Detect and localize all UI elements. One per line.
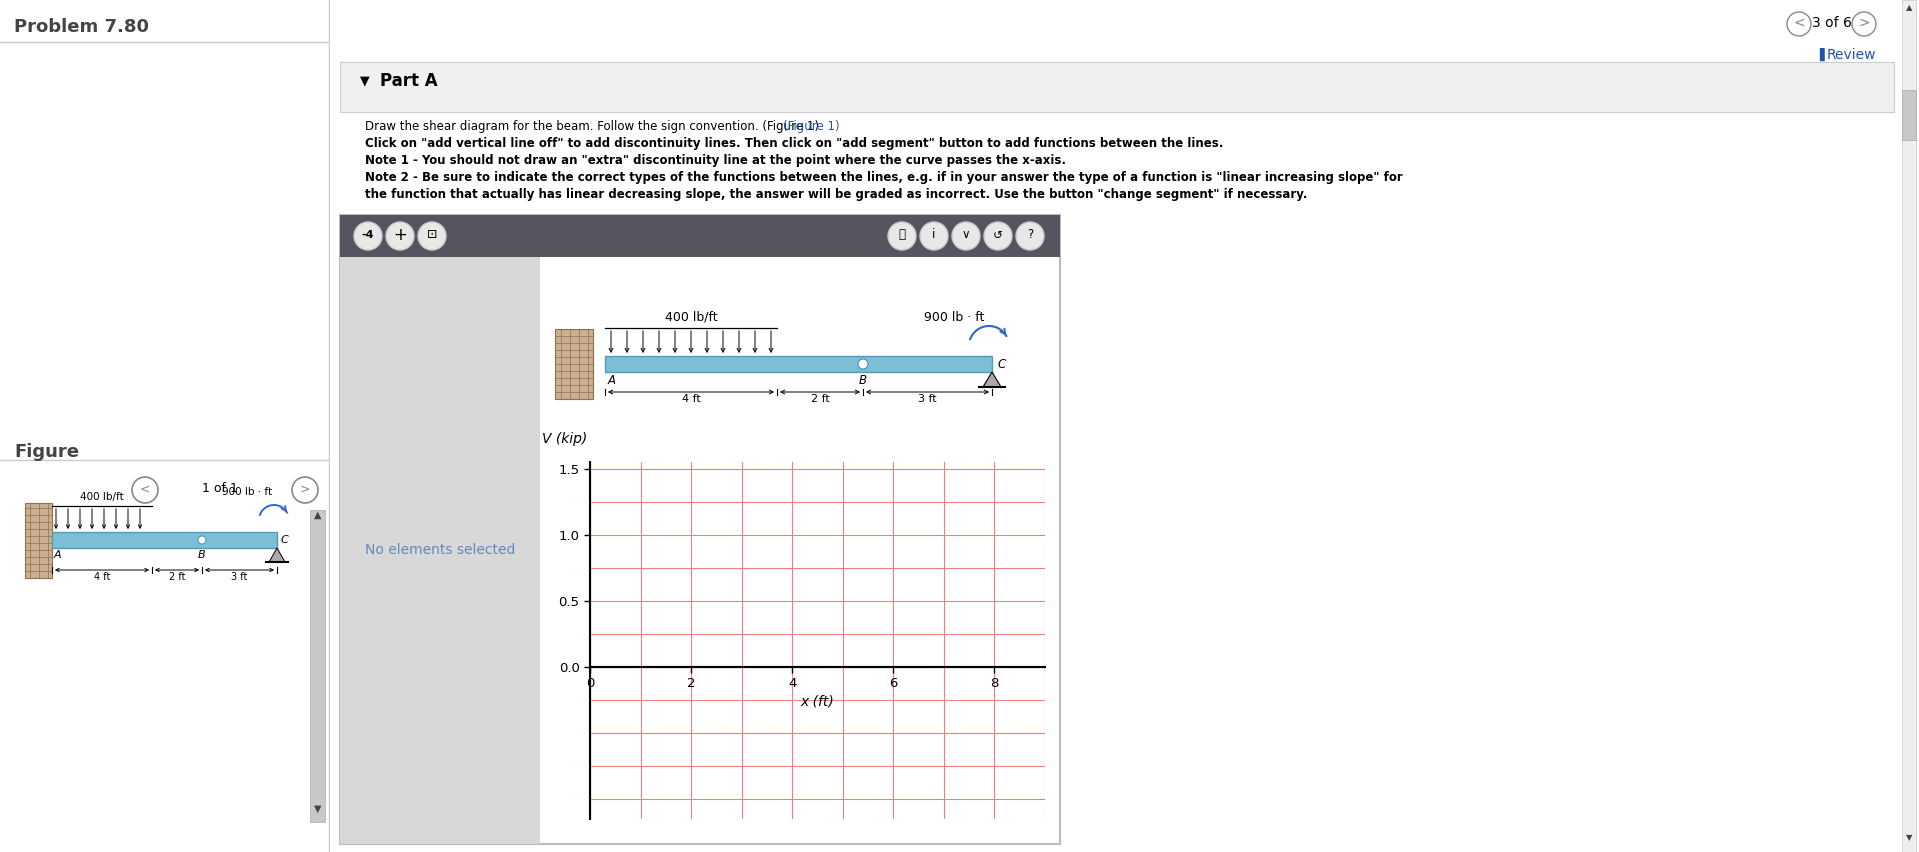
Polygon shape bbox=[269, 548, 286, 562]
Circle shape bbox=[353, 222, 382, 250]
Text: >: > bbox=[299, 482, 311, 496]
Bar bbox=[311, 510, 324, 822]
Text: 3 of 6: 3 of 6 bbox=[1812, 16, 1852, 30]
Bar bbox=[340, 215, 1059, 844]
Text: 400 lb/ft: 400 lb/ft bbox=[81, 492, 125, 502]
Text: ▼: ▼ bbox=[1906, 833, 1911, 842]
Text: ⊡: ⊡ bbox=[426, 228, 438, 241]
Text: B: B bbox=[198, 550, 205, 560]
Text: 💡: 💡 bbox=[898, 228, 906, 241]
Text: Figure: Figure bbox=[13, 443, 79, 461]
Circle shape bbox=[952, 222, 981, 250]
Text: 4 ft: 4 ft bbox=[681, 394, 700, 404]
Text: Click on "add vertical line off" to add discontinuity lines. Then click on "add : Click on "add vertical line off" to add … bbox=[365, 137, 1224, 150]
Bar bbox=[1902, 90, 1915, 140]
Text: 3 ft: 3 ft bbox=[232, 572, 248, 582]
Bar bbox=[555, 329, 593, 399]
Text: ?: ? bbox=[1027, 228, 1032, 241]
Circle shape bbox=[1015, 222, 1044, 250]
Bar bbox=[1902, 0, 1915, 852]
Text: <: < bbox=[140, 482, 150, 496]
Text: Note 2 - Be sure to indicate the correct types of the functions between the line: Note 2 - Be sure to indicate the correct… bbox=[365, 171, 1403, 184]
Polygon shape bbox=[983, 372, 1002, 387]
Bar bbox=[604, 356, 992, 372]
Text: <: < bbox=[1792, 16, 1804, 30]
Circle shape bbox=[984, 222, 1011, 250]
Circle shape bbox=[919, 222, 948, 250]
Text: (Figure 1): (Figure 1) bbox=[783, 120, 841, 133]
Text: A: A bbox=[54, 550, 61, 560]
Text: i: i bbox=[933, 228, 936, 241]
Text: ↺: ↺ bbox=[992, 228, 1004, 241]
Text: 900 lb · ft: 900 lb · ft bbox=[223, 487, 272, 497]
Circle shape bbox=[418, 222, 445, 250]
Text: 3 ft: 3 ft bbox=[917, 394, 936, 404]
Text: ▲: ▲ bbox=[313, 510, 320, 520]
Text: +: + bbox=[393, 226, 407, 244]
Text: 4 ft: 4 ft bbox=[94, 572, 109, 582]
Circle shape bbox=[386, 222, 415, 250]
Text: B: B bbox=[860, 374, 867, 387]
Text: ∨: ∨ bbox=[961, 228, 971, 241]
Text: Review: Review bbox=[1827, 48, 1877, 62]
Text: 1 of 1: 1 of 1 bbox=[201, 482, 238, 496]
Text: >: > bbox=[1858, 16, 1869, 30]
Circle shape bbox=[888, 222, 915, 250]
Text: -4: -4 bbox=[363, 230, 374, 240]
Text: V (kip): V (kip) bbox=[541, 432, 587, 446]
Text: Part A: Part A bbox=[380, 72, 438, 90]
Bar bbox=[340, 257, 539, 844]
Bar bbox=[52, 532, 276, 548]
Text: C: C bbox=[280, 535, 288, 545]
Text: A: A bbox=[608, 374, 616, 387]
Text: 900 lb · ft: 900 lb · ft bbox=[923, 311, 984, 324]
Bar bbox=[340, 62, 1894, 112]
Text: ▐: ▐ bbox=[1813, 48, 1823, 61]
Circle shape bbox=[198, 536, 205, 544]
Text: ▼: ▼ bbox=[361, 74, 370, 87]
X-axis label: x (ft): x (ft) bbox=[800, 694, 835, 709]
Text: 400 lb/ft: 400 lb/ft bbox=[664, 311, 718, 324]
Text: Note 1 - You should not draw an "extra" discontinuity line at the point where th: Note 1 - You should not draw an "extra" … bbox=[365, 154, 1065, 167]
Text: No elements selected: No elements selected bbox=[365, 544, 514, 557]
Text: Draw the shear diagram for the beam. Follow the sign convention. (Figure 1): Draw the shear diagram for the beam. Fol… bbox=[365, 120, 819, 133]
Text: 2 ft: 2 ft bbox=[810, 394, 829, 404]
Bar bbox=[25, 503, 52, 578]
Bar bbox=[340, 215, 1059, 257]
Text: the function that actually has linear decreasing slope, the answer will be grade: the function that actually has linear de… bbox=[365, 188, 1307, 201]
Text: ▼: ▼ bbox=[313, 804, 320, 814]
Text: C: C bbox=[998, 358, 1006, 371]
Text: 2 ft: 2 ft bbox=[169, 572, 186, 582]
Circle shape bbox=[858, 359, 867, 369]
Text: ▲: ▲ bbox=[1906, 3, 1911, 12]
Text: Problem 7.80: Problem 7.80 bbox=[13, 18, 150, 36]
